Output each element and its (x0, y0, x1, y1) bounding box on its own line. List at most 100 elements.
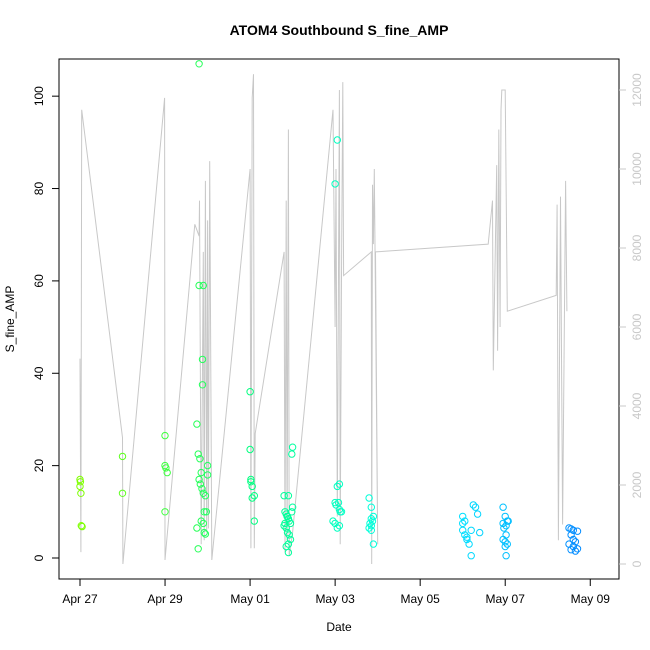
data-point (203, 461, 212, 470)
data-point (569, 526, 577, 534)
data-point (369, 512, 378, 521)
right-y-tick-label: 12000 (630, 73, 644, 107)
data-point (499, 535, 507, 544)
data-point (248, 494, 256, 502)
data-point (118, 452, 127, 461)
data-point (334, 498, 343, 507)
data-point (196, 455, 204, 463)
x-axis: Apr 27 Apr 29 May 01 May 03 May 05 May 07 May … (62, 579, 610, 606)
y-tick-label: 80 (32, 182, 46, 196)
data-point (331, 519, 339, 528)
data-point (467, 552, 475, 560)
x-tick-label: May 07 (486, 592, 526, 606)
plot-frame (58, 58, 620, 580)
data-point (463, 533, 471, 541)
data-point (201, 492, 210, 500)
data-point (476, 528, 484, 537)
data-point (501, 542, 509, 551)
y-axis-label: S_fine_AMP (3, 286, 17, 353)
data-point (199, 489, 208, 497)
data-point (500, 524, 508, 532)
right-y-axis: 0 2000 4000 6000 8000 10000 12000 (619, 73, 644, 567)
data-point (369, 540, 378, 548)
data-point (281, 519, 289, 528)
x-axis-label: Date (326, 620, 352, 634)
data-point (331, 180, 339, 188)
data-point (335, 522, 344, 530)
x-tick-label: Apr 29 (147, 592, 183, 606)
data-point (459, 526, 467, 534)
data-point (471, 503, 480, 511)
data-point (459, 512, 467, 521)
data-point (367, 522, 375, 530)
data-point (567, 546, 575, 554)
data-point (161, 508, 169, 516)
y-tick-label: 60 (32, 274, 46, 288)
y-tick-label: 100 (32, 86, 46, 106)
data-point (504, 517, 512, 525)
data-point (365, 494, 373, 502)
data-point (197, 468, 205, 477)
data-point (286, 535, 295, 544)
data-point (194, 450, 202, 458)
data-point (365, 524, 373, 532)
data-point (195, 281, 203, 290)
y-tick-label: 40 (32, 366, 46, 380)
data-point (282, 524, 290, 532)
data-point (288, 508, 296, 516)
x-tick-label: May 03 (315, 592, 355, 606)
x-tick-label: Apr 27 (62, 592, 98, 606)
data-point (202, 508, 211, 516)
data-point (337, 508, 346, 516)
chart-title: ATOM4 Southbound S_fine_AMP (230, 22, 449, 38)
data-point (246, 388, 254, 396)
data-point (198, 381, 207, 389)
data-point (193, 524, 201, 532)
data-point (502, 552, 510, 560)
data-point (473, 510, 482, 518)
data-point (200, 528, 208, 537)
data-point (203, 471, 212, 479)
data-point (333, 524, 341, 532)
data-point (573, 527, 582, 535)
data-point (198, 355, 207, 364)
data-points-group (76, 60, 582, 560)
right-y-tick-label: 6000 (630, 313, 644, 340)
data-point (76, 478, 85, 486)
y-tick-label: 0 (32, 554, 46, 561)
data-point (118, 489, 127, 497)
data-point (368, 517, 377, 525)
data-point (247, 478, 255, 486)
data-point (162, 464, 170, 472)
data-point (284, 548, 293, 557)
data-point (250, 517, 259, 525)
right-y-tick-label: 0 (630, 560, 644, 567)
data-point (467, 526, 475, 534)
data-point (283, 528, 292, 537)
data-point (569, 535, 577, 544)
data-point (502, 531, 510, 539)
data-point (284, 492, 293, 500)
x-tick-label: May 05 (400, 592, 440, 606)
data-point (201, 530, 210, 538)
data-point (571, 538, 580, 546)
right-y-tick-label: 10000 (630, 152, 644, 186)
data-point (501, 538, 509, 546)
data-point (367, 503, 375, 511)
data-point (329, 517, 337, 525)
data-point (199, 519, 208, 528)
right-y-tick-label: 8000 (630, 234, 644, 261)
x-tick-label: May 01 (230, 592, 270, 606)
data-point (197, 517, 205, 525)
right-y-tick-label: 2000 (630, 471, 644, 498)
data-point (461, 531, 469, 539)
data-point (161, 431, 169, 440)
data-point (246, 445, 254, 454)
data-point (465, 540, 473, 548)
data-point (367, 526, 375, 534)
data-point (195, 60, 203, 68)
data-point (499, 503, 507, 511)
right-y-tick-label: 4000 (630, 392, 644, 419)
data-point (77, 489, 85, 497)
data-point (163, 468, 171, 477)
